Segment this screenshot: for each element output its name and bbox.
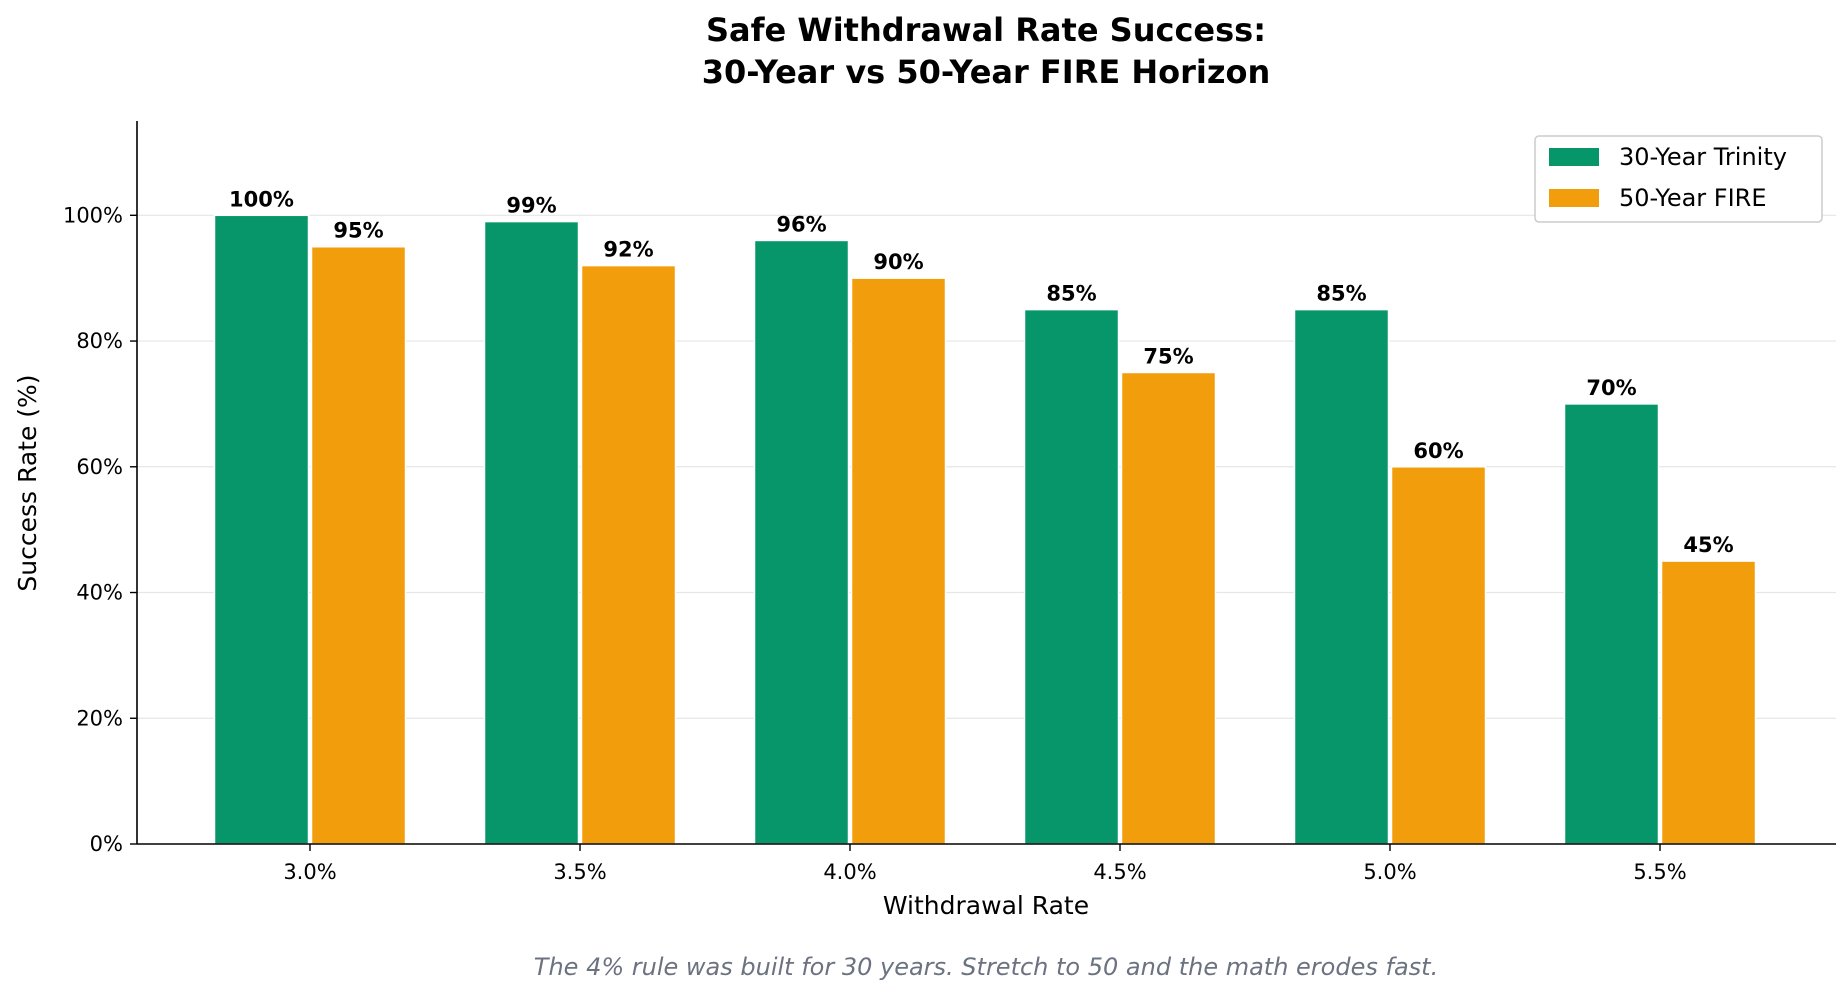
bar-value-label: 85% bbox=[1316, 282, 1366, 306]
y-axis-ticks: 0% 20% 40% 60% 80% 100% bbox=[63, 203, 137, 856]
x-tick-label: 5.0% bbox=[1363, 860, 1416, 884]
chart-title-line-2: 30-Year vs 50-Year FIRE Horizon bbox=[702, 53, 1270, 91]
y-tick-label: 60% bbox=[76, 455, 123, 479]
bar-value-label: 100% bbox=[229, 187, 294, 211]
legend-swatch-50-year bbox=[1549, 189, 1599, 207]
y-tick-label: 40% bbox=[76, 581, 123, 605]
bar-value-labels: 100% 95% 99% 92% 96% 90% 85% 75% 85% 60% 70% 45% bbox=[229, 187, 1734, 557]
bar-30-year bbox=[213, 214, 310, 845]
bar-value-label: 70% bbox=[1586, 376, 1636, 400]
y-tick-label: 0% bbox=[90, 832, 123, 856]
x-axis-ticks: 3.0% 3.5% 4.0% 4.5% 5.0% 5.5% bbox=[283, 844, 1687, 884]
bar-value-label: 45% bbox=[1683, 533, 1733, 557]
bar-value-label: 95% bbox=[333, 219, 383, 243]
bars bbox=[213, 214, 1757, 845]
bar-value-label: 60% bbox=[1413, 439, 1463, 463]
bar-50-year bbox=[1660, 560, 1757, 845]
y-tick-label: 100% bbox=[63, 203, 123, 227]
bar-50-year bbox=[310, 245, 407, 845]
legend-label-50-year: 50-Year FIRE bbox=[1619, 184, 1767, 212]
legend-frame bbox=[1534, 135, 1823, 223]
chart-caption: The 4% rule was built for 30 years. Stre… bbox=[534, 953, 1438, 981]
bar-30-year bbox=[483, 220, 580, 845]
x-axis-label: Withdrawal Rate bbox=[883, 891, 1089, 920]
legend-swatch-30-year bbox=[1549, 148, 1599, 166]
bar-50-year bbox=[850, 277, 947, 845]
chart-title-line-1: Safe Withdrawal Rate Success: bbox=[706, 11, 1266, 49]
bar-value-label: 90% bbox=[873, 250, 923, 274]
bar-50-year bbox=[1120, 371, 1217, 845]
bar-30-year bbox=[1563, 403, 1660, 845]
bar-30-year bbox=[753, 239, 850, 845]
y-axis-label: Success Rate (%) bbox=[13, 374, 42, 591]
x-tick-label: 3.0% bbox=[283, 860, 336, 884]
legend: 30-Year Trinity 50-Year FIRE bbox=[1534, 135, 1823, 223]
bar-value-label: 99% bbox=[506, 194, 556, 218]
bar-50-year bbox=[1390, 466, 1487, 845]
legend-label-30-year: 30-Year Trinity bbox=[1619, 143, 1787, 171]
bar-value-label: 92% bbox=[603, 238, 653, 262]
x-tick-label: 4.0% bbox=[823, 860, 876, 884]
x-tick-label: 3.5% bbox=[553, 860, 606, 884]
x-tick-label: 5.5% bbox=[1633, 860, 1686, 884]
x-tick-label: 4.5% bbox=[1093, 860, 1146, 884]
bar-value-label: 85% bbox=[1046, 282, 1096, 306]
y-tick-label: 20% bbox=[76, 706, 123, 730]
bar-value-label: 96% bbox=[776, 212, 826, 236]
y-tick-label: 80% bbox=[76, 329, 123, 353]
bar-30-year bbox=[1023, 308, 1120, 845]
bar-50-year bbox=[580, 264, 677, 845]
grid-lines bbox=[137, 214, 1836, 719]
bar-value-label: 75% bbox=[1143, 344, 1193, 368]
bar-30-year bbox=[1293, 308, 1390, 845]
